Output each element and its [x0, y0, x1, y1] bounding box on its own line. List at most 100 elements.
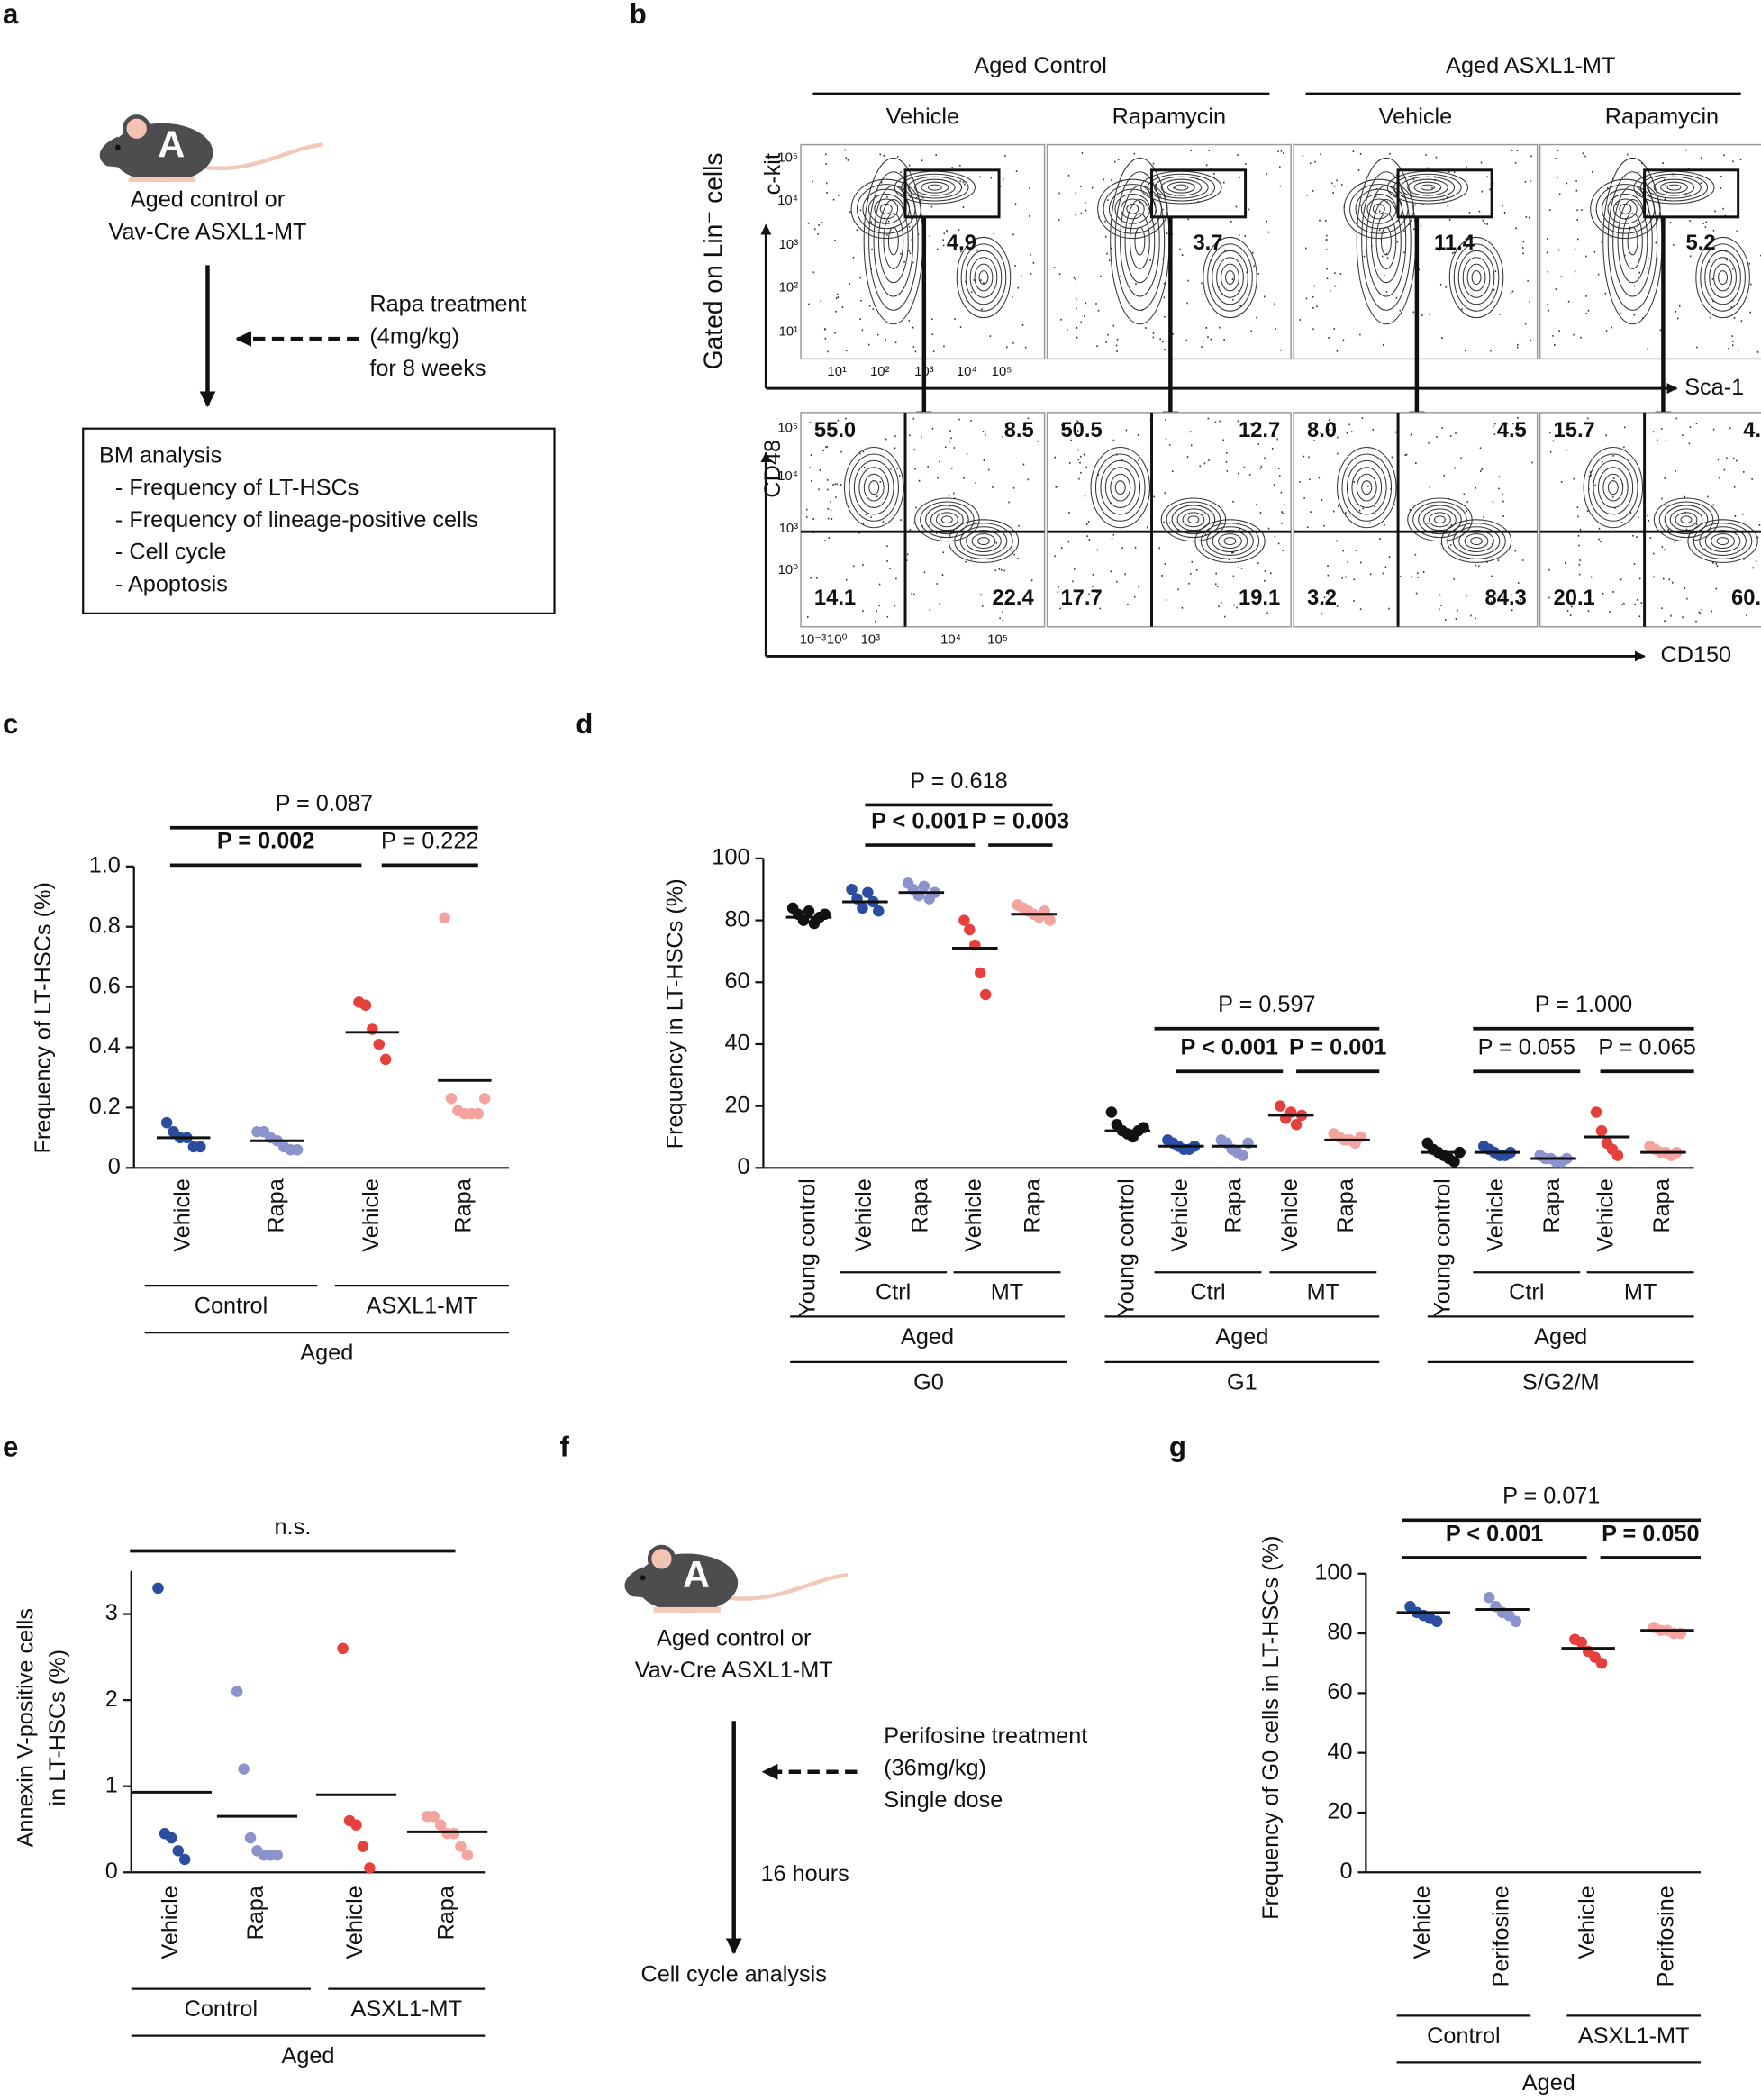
contour — [1617, 198, 1648, 284]
data-point — [472, 1107, 485, 1120]
contour — [1120, 198, 1145, 220]
contour — [1619, 203, 1632, 214]
contour — [1110, 473, 1131, 502]
contour — [1595, 184, 1656, 234]
x-tick-label: Vehicle — [169, 1178, 195, 1251]
event-dots — [1054, 417, 1285, 618]
data-point — [918, 880, 930, 893]
data-point — [439, 912, 450, 923]
data-point — [350, 1819, 362, 1831]
contour — [1660, 181, 1688, 194]
y-tick-label: 60 — [724, 968, 749, 994]
contour — [965, 250, 1003, 305]
data-point — [244, 1832, 257, 1844]
treatment-text: (36mg/kg) — [884, 1755, 986, 1780]
contour — [1709, 257, 1737, 298]
contour — [1687, 519, 1758, 563]
flow-tick-label: 10² — [870, 365, 890, 379]
data-point — [1590, 1106, 1602, 1118]
column-header: Rapamycin — [1605, 104, 1719, 129]
contour — [1440, 519, 1512, 563]
data-point — [364, 1862, 376, 1874]
panel-letter: a — [3, 0, 19, 30]
data-point — [964, 923, 976, 936]
contour — [1453, 243, 1500, 312]
x-tick-label: Vehicle — [342, 1886, 368, 1959]
data-point — [160, 1116, 173, 1129]
contour — [858, 467, 890, 508]
event-dots — [1053, 150, 1284, 352]
data-point — [373, 1038, 386, 1050]
contour — [948, 519, 1020, 563]
mouse-icon: A — [99, 114, 323, 183]
treatment-text: for 8 weeks — [369, 356, 486, 381]
treatment-text: (4mg/kg) — [369, 323, 459, 349]
y-tick-label: 0.4 — [89, 1033, 121, 1059]
data-point — [178, 1853, 191, 1866]
contour — [1225, 270, 1235, 285]
contour — [1355, 188, 1403, 230]
axis-label: c-kit — [760, 153, 785, 195]
x-tick-label: Young control — [1113, 1178, 1139, 1317]
group-label: Control — [195, 1294, 268, 1319]
event-dots — [1299, 416, 1533, 621]
y-tick-label: 0 — [108, 1154, 121, 1179]
contour — [1375, 213, 1397, 269]
data-point — [803, 905, 815, 917]
x-tick-label: Rapa — [1020, 1177, 1045, 1232]
y-axis-label: Frequency in LT-HSCs (%) — [662, 878, 687, 1149]
flow-tick-label: 10⁴ — [957, 365, 977, 379]
axis-label: CD48 — [760, 440, 785, 498]
data-point — [1105, 1106, 1118, 1118]
contour — [1680, 515, 1693, 524]
data-point — [195, 1141, 206, 1153]
flow-tick-label: 10⁴ — [940, 633, 961, 648]
contour — [935, 512, 958, 528]
contour — [1120, 185, 1160, 297]
quadrant-value: 20.1 — [1554, 586, 1595, 610]
mouse-caption: Vav-Cre ASXL1-MT — [635, 1658, 833, 1683]
mouse-caption: Vav-Cre ASXL1-MT — [108, 219, 306, 244]
analysis-item: - Apoptosis — [115, 571, 228, 596]
mouse-caption: Aged control or — [657, 1625, 811, 1650]
contour — [978, 270, 989, 285]
contour — [1094, 453, 1146, 522]
contour — [1407, 178, 1448, 196]
contour — [1187, 515, 1200, 524]
column-header: Vehicle — [886, 104, 959, 129]
contour — [1174, 184, 1189, 191]
flow-tick-label: 10³ — [779, 522, 799, 536]
group-label: G0 — [913, 1369, 944, 1395]
flow-tick-label: 10¹ — [827, 365, 847, 379]
mouse-feet — [653, 1606, 721, 1613]
contour — [971, 533, 996, 550]
contour — [977, 537, 990, 546]
contour — [1718, 270, 1729, 285]
contour — [1104, 467, 1136, 508]
mouse-head — [99, 136, 134, 169]
contour — [1154, 176, 1209, 199]
contour — [874, 198, 899, 220]
quadrant-value: 12.7 — [1239, 418, 1280, 442]
contour — [1103, 184, 1163, 234]
flow-plot — [1046, 412, 1292, 628]
x-tick-label: Perifosine — [1489, 1886, 1514, 1986]
contour — [1182, 512, 1205, 528]
group-label: MT — [991, 1280, 1023, 1305]
data-point — [1275, 1100, 1286, 1112]
contour — [867, 194, 904, 224]
x-tick-label: Vehicle — [851, 1178, 876, 1251]
p-value: n.s. — [275, 1514, 312, 1540]
axis-label: CD150 — [1660, 642, 1731, 668]
x-tick-label: Vehicle — [1593, 1178, 1619, 1251]
data-point — [1290, 1119, 1303, 1131]
contour — [1658, 501, 1714, 539]
gate-value: 5.2 — [1686, 231, 1716, 255]
column-header: Rapamycin — [1112, 104, 1226, 129]
contour — [1341, 453, 1393, 522]
y-tick-label: 80 — [724, 906, 749, 932]
data-point — [1483, 1592, 1495, 1604]
contour — [1166, 501, 1221, 539]
group-label: Aged — [901, 1324, 954, 1350]
data-point — [434, 1819, 447, 1831]
